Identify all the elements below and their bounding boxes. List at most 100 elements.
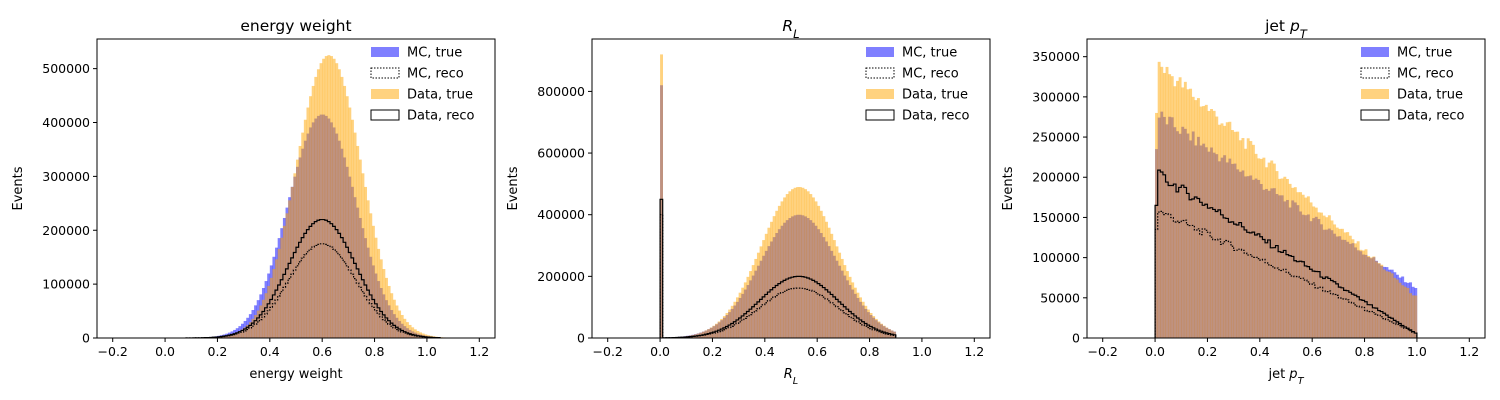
legend-swatch bbox=[370, 67, 400, 79]
hist-bar bbox=[337, 69, 341, 338]
hist-bar bbox=[1359, 249, 1363, 338]
hist-bar bbox=[1165, 66, 1169, 338]
hist-bar bbox=[1375, 261, 1378, 338]
x-tick-label: 0.2 bbox=[703, 344, 723, 359]
hist-bar bbox=[398, 310, 402, 338]
chart-title: energy weight bbox=[240, 17, 351, 35]
hist-bar bbox=[416, 331, 420, 338]
hist-bar bbox=[241, 329, 244, 338]
legend-item: Data, true bbox=[1361, 88, 1463, 103]
y-tick-label: 300000 bbox=[42, 169, 90, 184]
axes-frame bbox=[591, 38, 991, 339]
hist-bar bbox=[743, 282, 747, 338]
hist-bar bbox=[301, 132, 305, 338]
series-data-reco bbox=[659, 198, 897, 338]
hist-bar bbox=[1246, 138, 1250, 338]
hist-bar bbox=[1301, 194, 1305, 338]
hist-bar bbox=[387, 285, 391, 338]
legend-label: MC, true bbox=[1397, 46, 1452, 61]
series-mc-reco bbox=[185, 243, 441, 338]
x-tick-label: 0.6 bbox=[312, 344, 332, 359]
hist-bar bbox=[1288, 183, 1292, 338]
legend-item: Data, reco bbox=[370, 109, 475, 124]
hist-bar bbox=[811, 197, 815, 338]
hist-bar bbox=[1204, 104, 1208, 338]
legend: MC, true MC, reco Data, true Data, reco bbox=[370, 46, 475, 124]
legend-swatch bbox=[1361, 47, 1389, 57]
hist-bar bbox=[1207, 110, 1211, 338]
legend-item: Data, true bbox=[371, 88, 473, 103]
hist-bar bbox=[343, 85, 347, 338]
legend-item: MC, reco bbox=[865, 67, 959, 82]
hist-bar bbox=[772, 216, 776, 338]
plot-area bbox=[592, 54, 990, 338]
step-line bbox=[185, 243, 441, 338]
x-tick-label: 0.8 bbox=[365, 344, 385, 359]
hist-bar bbox=[235, 332, 239, 338]
hist-bar bbox=[751, 265, 755, 338]
y-axis-label: Events bbox=[11, 166, 26, 210]
hist-bar bbox=[1220, 123, 1224, 338]
hist-bar bbox=[1181, 87, 1185, 338]
y-tick-label: 500000 bbox=[42, 61, 90, 76]
x-tick-label: 1.2 bbox=[964, 344, 984, 359]
x-tick-label: 0.4 bbox=[260, 344, 280, 359]
hist-bar bbox=[395, 305, 399, 338]
hist-bar bbox=[801, 187, 805, 338]
hist-bar bbox=[1210, 109, 1213, 338]
hist-bar bbox=[783, 197, 787, 338]
hist-bar bbox=[358, 159, 362, 338]
hist-bar bbox=[369, 213, 373, 338]
legend-label: Data, reco bbox=[902, 109, 970, 124]
hist-bar bbox=[806, 191, 810, 338]
x-tick-label: 1.2 bbox=[1459, 344, 1479, 359]
hist-bar bbox=[1162, 72, 1166, 338]
hist-bar bbox=[785, 194, 789, 338]
x-tick-label: 0.8 bbox=[860, 344, 880, 359]
hist-bar bbox=[874, 318, 878, 338]
hist-bar bbox=[1231, 130, 1234, 338]
hist-bar bbox=[408, 324, 412, 338]
legend-item: MC, true bbox=[1361, 46, 1452, 61]
y-tick-label: 350000 bbox=[1032, 49, 1080, 64]
hist-bar bbox=[364, 186, 367, 338]
hist-bar bbox=[1168, 74, 1172, 338]
hist-bar bbox=[1401, 285, 1405, 338]
series-mc-reco bbox=[659, 214, 897, 338]
y-tick-label: 200000 bbox=[42, 223, 90, 238]
legend-label: MC, reco bbox=[902, 67, 959, 82]
x-tick-label: 0.4 bbox=[1250, 344, 1270, 359]
y-tick-label: 100000 bbox=[1032, 250, 1080, 265]
x-axis-label: energy weight bbox=[249, 367, 342, 382]
hist-bar bbox=[1196, 98, 1200, 338]
hist-bar bbox=[385, 277, 388, 338]
hist-bar bbox=[1299, 192, 1303, 338]
y-tick-label: 400000 bbox=[42, 115, 90, 130]
chart-3: −0.2 0.0 0.2 0.4 0.6 0.8 1.0 1.2 0 50000 100000 150… bbox=[1001, 17, 1486, 387]
hist-bar bbox=[1382, 269, 1386, 338]
hist-bar bbox=[390, 293, 394, 338]
hist-bar bbox=[1385, 271, 1389, 338]
x-tick-label: 0.2 bbox=[1198, 344, 1218, 359]
y-tick-label: 300000 bbox=[1032, 89, 1080, 104]
hist-bar bbox=[254, 314, 258, 338]
hist-bar bbox=[1390, 273, 1394, 338]
hist-bar bbox=[1377, 263, 1381, 338]
hist-bar bbox=[780, 201, 784, 338]
hist-bar bbox=[1340, 228, 1344, 338]
step-line bbox=[659, 214, 897, 338]
hist-bar bbox=[840, 258, 844, 338]
x-tick-label: 0.8 bbox=[1355, 344, 1375, 359]
hist-bar bbox=[1170, 76, 1174, 338]
hist-bar bbox=[1228, 121, 1232, 338]
hist-bar bbox=[1257, 158, 1261, 338]
series-data-true bbox=[660, 54, 897, 338]
hist-bar bbox=[267, 285, 271, 338]
x-tick-label: 0.4 bbox=[755, 344, 775, 359]
x-tick-label: 1.2 bbox=[469, 344, 489, 359]
hist-bar bbox=[1272, 163, 1276, 338]
hist-bar bbox=[832, 240, 836, 338]
hist-bar bbox=[843, 265, 847, 338]
hist-bar bbox=[348, 107, 352, 338]
hist-bar bbox=[1173, 86, 1177, 338]
